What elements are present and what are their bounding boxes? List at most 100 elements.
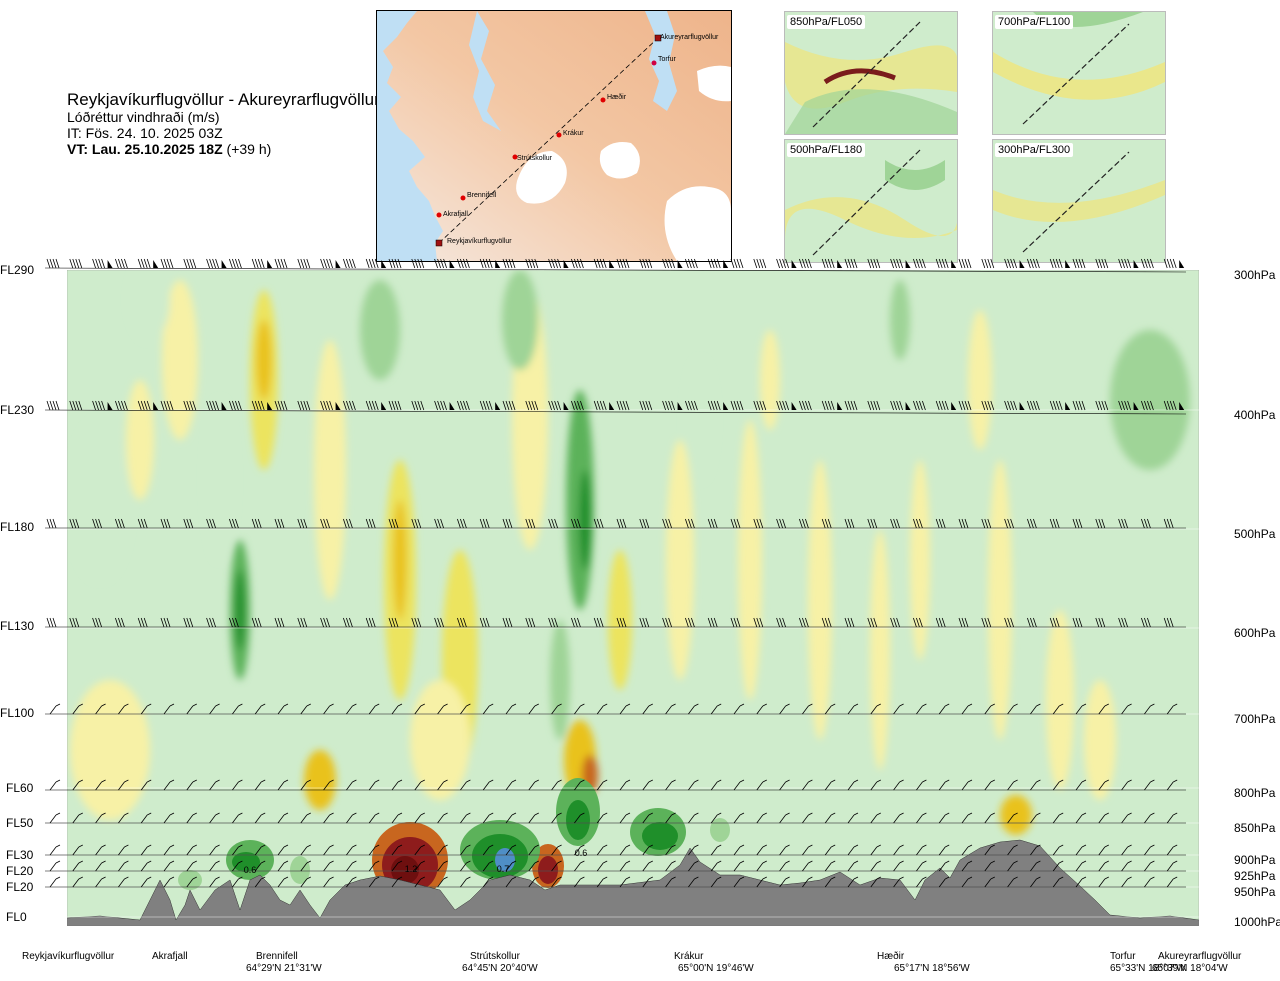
route-site: Brennifell 64°29'N 21°31'W — [246, 951, 322, 974]
route-site-name: Hæðir — [877, 951, 905, 962]
wind-barb — [799, 400, 812, 411]
wind-barb — [779, 812, 790, 824]
wind-barb — [388, 258, 402, 269]
wind-barb — [688, 844, 699, 856]
wind-barb — [821, 518, 832, 529]
terrain-profile — [67, 839, 1199, 926]
contour-label: 0.6 — [575, 848, 588, 858]
wind-barb — [1098, 779, 1109, 791]
wind-barb — [525, 400, 539, 411]
wind-barb — [893, 779, 904, 791]
wind-barb — [414, 844, 425, 856]
wind-barbs — [44, 258, 1187, 888]
wind-barb — [411, 617, 422, 628]
wind-barb — [1121, 860, 1132, 872]
wind-barb — [1072, 518, 1083, 529]
wind-barb — [505, 860, 517, 872]
wind-barb — [163, 876, 175, 888]
wind-barb — [733, 876, 745, 888]
wind-barb — [913, 400, 926, 411]
wind-barb — [323, 703, 334, 715]
wind-barb — [1027, 400, 1040, 411]
wind-barb — [596, 779, 608, 791]
wind-barb — [368, 844, 380, 856]
wind-barb — [824, 876, 836, 888]
wind-barb — [346, 860, 357, 872]
pressure-level-label: 800hPa — [1234, 786, 1276, 800]
field-cell — [178, 870, 202, 890]
wind-barb — [1049, 258, 1071, 269]
wind-barb — [482, 812, 494, 824]
wind-barb — [457, 617, 467, 628]
wind-barb — [961, 876, 973, 888]
wind-barb — [688, 860, 699, 872]
wind-barb — [183, 400, 197, 411]
wind-barb — [160, 617, 171, 628]
wind-barb — [137, 400, 159, 411]
wind-barb — [802, 703, 813, 715]
wind-barb — [707, 617, 718, 628]
wind-barb — [847, 844, 859, 856]
field-cell — [738, 420, 762, 700]
wind-barb — [756, 812, 767, 824]
barb-row-line — [44, 409, 1187, 415]
wind-barb — [437, 779, 448, 791]
flight-level-label: FL60 — [6, 781, 34, 795]
route-site-name: Reykjavíkurflugvöllur — [22, 951, 115, 962]
wind-barb — [847, 860, 859, 872]
wind-barb — [1075, 860, 1087, 872]
wind-barb — [115, 400, 128, 411]
wind-barb — [209, 812, 220, 824]
route-site-name: Krákur — [674, 951, 704, 962]
wind-barb — [710, 812, 722, 824]
wind-barb — [639, 518, 650, 529]
wind-barb — [596, 844, 608, 856]
wind-barb — [277, 844, 289, 856]
wind-barb — [277, 876, 289, 888]
wind-barb — [140, 779, 152, 791]
variable-title: Lóðréttur vindhraði (m/s) — [67, 109, 220, 125]
wind-barb — [756, 703, 767, 715]
wind-barb — [1098, 812, 1109, 824]
flight-level-label: FL130 — [0, 619, 35, 633]
wind-barb — [140, 860, 152, 872]
wind-barb — [551, 812, 562, 824]
route-site-coord: 65°17'N 18°56'W — [894, 963, 970, 974]
route-site: Reykjavíkurflugvöllur — [22, 951, 114, 963]
wind-barb — [756, 844, 767, 856]
wind-barb — [870, 860, 881, 872]
wind-barb — [365, 258, 387, 269]
wind-barb — [984, 860, 995, 872]
wind-barb — [460, 779, 471, 791]
wind-barb — [482, 860, 494, 872]
pressure-level-label: 900hPa — [1234, 853, 1276, 867]
wind-barb — [437, 844, 448, 856]
wind-barb — [229, 518, 239, 529]
wind-barb — [733, 703, 745, 715]
wind-barb — [320, 258, 341, 269]
wind-barb — [688, 779, 699, 791]
wind-barb — [528, 844, 539, 856]
field-cell — [130, 270, 170, 340]
wind-barb — [685, 400, 698, 411]
wind-barb — [821, 617, 832, 628]
wind-barb — [779, 844, 790, 856]
wind-barb — [186, 876, 197, 888]
mini-map-500-label: 500hPa/FL180 — [787, 143, 866, 157]
field-cell — [410, 680, 470, 800]
wind-barb — [551, 779, 562, 791]
mini-map-700-label: 700hPa/FL100 — [995, 15, 1074, 29]
wind-barb — [206, 617, 216, 628]
field-cell — [760, 330, 780, 430]
wind-barb — [1052, 860, 1064, 872]
wind-barb — [685, 258, 698, 269]
wind-barb — [1121, 812, 1132, 824]
wind-barb — [1030, 860, 1041, 872]
wind-barb — [346, 876, 357, 888]
wind-barb — [254, 844, 266, 856]
wind-barb — [232, 844, 243, 856]
wind-barb — [844, 258, 858, 269]
wind-barb — [1030, 844, 1041, 856]
wind-barb — [502, 400, 516, 411]
wind-barb — [49, 779, 61, 791]
